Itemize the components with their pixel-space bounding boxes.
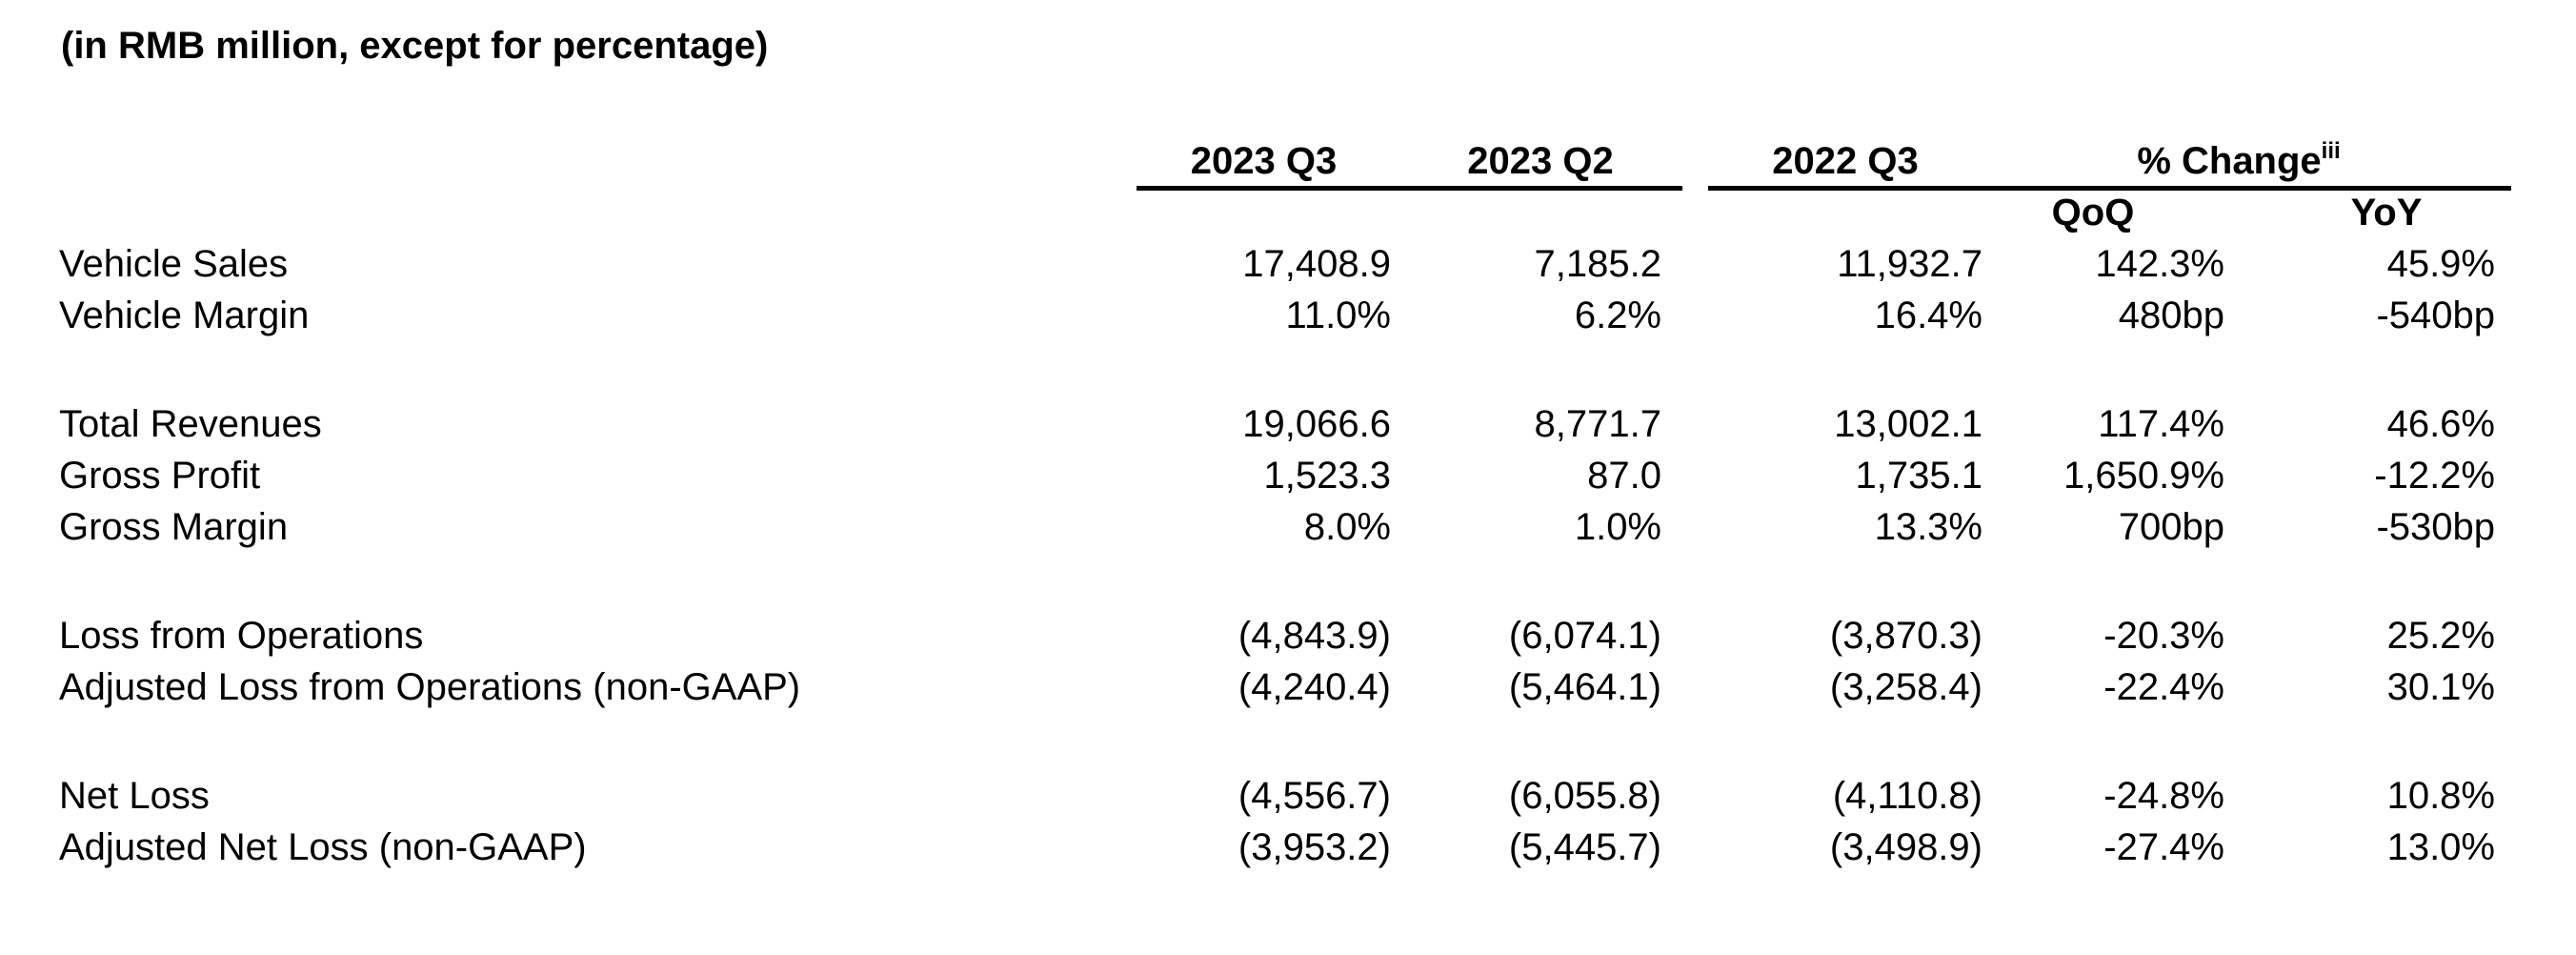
table-row: Adjusted Net Loss (non-GAAP) (3,953.2) (… [59, 822, 2495, 873]
cell-2023-q2: (6,055.8) [1508, 775, 1661, 817]
cell-2022-q3: 13,002.1 [1834, 403, 1982, 445]
cell-2022-q3: 13.3% [1874, 506, 1982, 548]
cell-2023-q3: (4,556.7) [1238, 775, 1391, 817]
table-row: Total Revenues 19,066.6 8,771.7 13,002.1… [59, 398, 2495, 450]
cell-2023-q3: 1,523.3 [1263, 455, 1391, 497]
row-label: Total Revenues [59, 403, 322, 445]
cell-2022-q3: 16.4% [1874, 295, 1982, 336]
cell-2023-q2: (5,445.7) [1508, 826, 1661, 868]
cell-2023-q3: 19,066.6 [1242, 403, 1391, 445]
cell-2023-q3: (4,843.9) [1238, 615, 1391, 657]
header-rule-current-quarters [1137, 186, 1682, 191]
row-label: Vehicle Sales [59, 243, 289, 285]
cell-2022-q3: (3,870.3) [1829, 615, 1982, 657]
table-row: Net Loss (4,556.7) (6,055.8) (4,110.8) -… [59, 770, 2495, 822]
cell-2023-q2: (6,074.1) [1508, 615, 1661, 657]
pct-change-label: % Change [2137, 140, 2322, 182]
table-row: Gross Profit 1,523.3 87.0 1,735.1 1,650.… [59, 450, 2495, 501]
cell-yoy: -530bp [2376, 506, 2495, 548]
header-label-spacer [59, 135, 1137, 193]
cell-qoq: -24.8% [2103, 775, 2224, 817]
cell-qoq: 1,650.9% [2063, 455, 2224, 497]
cell-yoy: 10.8% [2386, 775, 2495, 817]
cell-2023-q3: 11.0% [1285, 295, 1391, 336]
row-label: Gross Profit [59, 455, 261, 497]
table-row: Loss from Operations (4,843.9) (6,074.1)… [59, 610, 2495, 661]
cell-2023-q2: 7,185.2 [1534, 243, 1661, 285]
cell-2023-q3: (4,240.4) [1238, 666, 1391, 708]
cell-yoy: 25.2% [2386, 615, 2495, 657]
column-header-pct-change: % Changeiii [1982, 135, 2495, 193]
cell-yoy: 45.9% [2386, 243, 2495, 285]
column-header-yoy: YoY [2350, 192, 2423, 234]
cell-yoy: 46.6% [2386, 403, 2495, 445]
cell-yoy: 13.0% [2386, 826, 2495, 868]
row-label: Adjusted Net Loss (non-GAAP) [59, 826, 587, 868]
table-row: Vehicle Margin 11.0% 6.2% 16.4% 480bp -5… [59, 290, 2495, 341]
cell-2022-q3: (4,110.8) [1832, 775, 1982, 817]
cell-2023-q3: 8.0% [1303, 506, 1391, 548]
cell-yoy: -12.2% [2374, 455, 2495, 497]
footnote-marker: iii [2321, 138, 2341, 164]
table-header-row: 2023 Q3 2023 Q2 2022 Q3 % Changeiii [59, 135, 2495, 187]
group-spacer [59, 553, 2495, 610]
cell-2023-q2: 87.0 [1587, 455, 1661, 497]
column-header-2023-q3: 2023 Q3 [1190, 140, 1338, 182]
cell-qoq: 117.4% [2098, 403, 2224, 445]
cell-qoq: 700bp [2118, 506, 2224, 548]
cell-2022-q3: 11,932.7 [1837, 243, 1982, 285]
header-rule-comparison [1708, 186, 2511, 191]
cell-qoq: 480bp [2118, 295, 2224, 336]
row-label: Vehicle Margin [59, 295, 310, 336]
cell-2023-q2: 6.2% [1574, 295, 1661, 336]
financial-summary-table: 2023 Q3 2023 Q2 2022 Q3 % Changeiii QoQ … [59, 135, 2495, 873]
column-header-qoq: QoQ [2051, 192, 2135, 234]
cell-qoq: -27.4% [2103, 826, 2224, 868]
row-label: Loss from Operations [59, 615, 424, 657]
cell-2023-q3: 17,408.9 [1242, 243, 1391, 285]
table-row: Gross Margin 8.0% 1.0% 13.3% 700bp -530b… [59, 501, 2495, 553]
row-label: Adjusted Loss from Operations (non-GAAP) [59, 666, 801, 708]
row-label: Net Loss [59, 775, 210, 817]
cell-yoy: -540bp [2376, 295, 2495, 336]
cell-2023-q2: 8,771.7 [1534, 403, 1661, 445]
cell-qoq: -22.4% [2103, 666, 2224, 708]
group-spacer [59, 713, 2495, 770]
cell-2023-q2: 1.0% [1574, 506, 1661, 548]
column-header-2022-q3: 2022 Q3 [1772, 140, 1919, 182]
cell-2023-q2: (5,464.1) [1508, 666, 1661, 708]
row-label: Gross Margin [59, 506, 289, 548]
group-spacer [59, 341, 2495, 398]
table-subheader-row: QoQ YoY [59, 187, 2495, 238]
column-header-2023-q2: 2023 Q2 [1467, 140, 1614, 182]
cell-2022-q3: (3,498.9) [1829, 826, 1982, 868]
table-row: Vehicle Sales 17,408.9 7,185.2 11,932.7 … [59, 238, 2495, 290]
cell-2022-q3: 1,735.1 [1855, 455, 1982, 497]
cell-yoy: 30.1% [2386, 666, 2495, 708]
cell-2022-q3: (3,258.4) [1829, 666, 1982, 708]
cell-qoq: 142.3% [2095, 243, 2224, 285]
table-row: Adjusted Loss from Operations (non-GAAP)… [59, 661, 2495, 713]
cell-qoq: -20.3% [2103, 615, 2224, 657]
units-note: (in RMB million, except for percentage) [61, 25, 769, 67]
cell-2023-q3: (3,953.2) [1238, 826, 1391, 868]
subheader-spacer [59, 187, 1982, 238]
